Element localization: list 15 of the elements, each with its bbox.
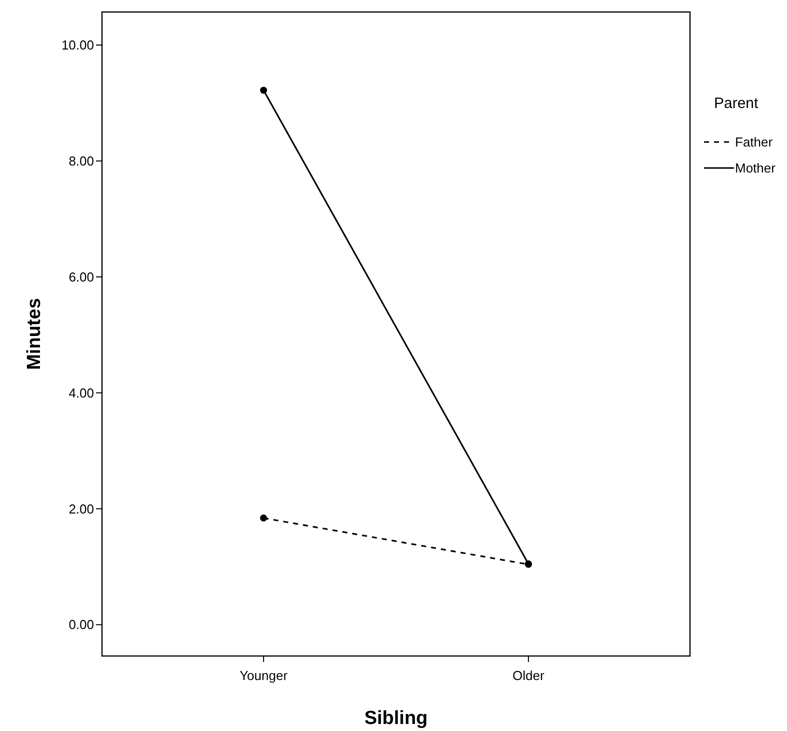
y-tick-label: 6.00 <box>68 269 94 284</box>
y-tick-label: 0.00 <box>68 617 94 632</box>
legend-label: Father <box>735 134 774 150</box>
x-tick-label: Older <box>512 668 545 683</box>
legend-label: Mother <box>735 160 776 176</box>
point <box>260 86 268 94</box>
y-axis-title: Minutes <box>24 298 45 370</box>
y-tick-label: 10.00 <box>61 38 94 53</box>
legend-title: Parent <box>714 95 760 112</box>
y-tick-label: 2.00 <box>68 501 94 516</box>
y-tick-label: 4.00 <box>68 385 94 400</box>
point <box>260 514 268 522</box>
x-tick-label: Younger <box>240 668 288 683</box>
x-axis-title: Sibling <box>364 708 428 729</box>
y-tick-label: 8.00 <box>68 154 94 169</box>
